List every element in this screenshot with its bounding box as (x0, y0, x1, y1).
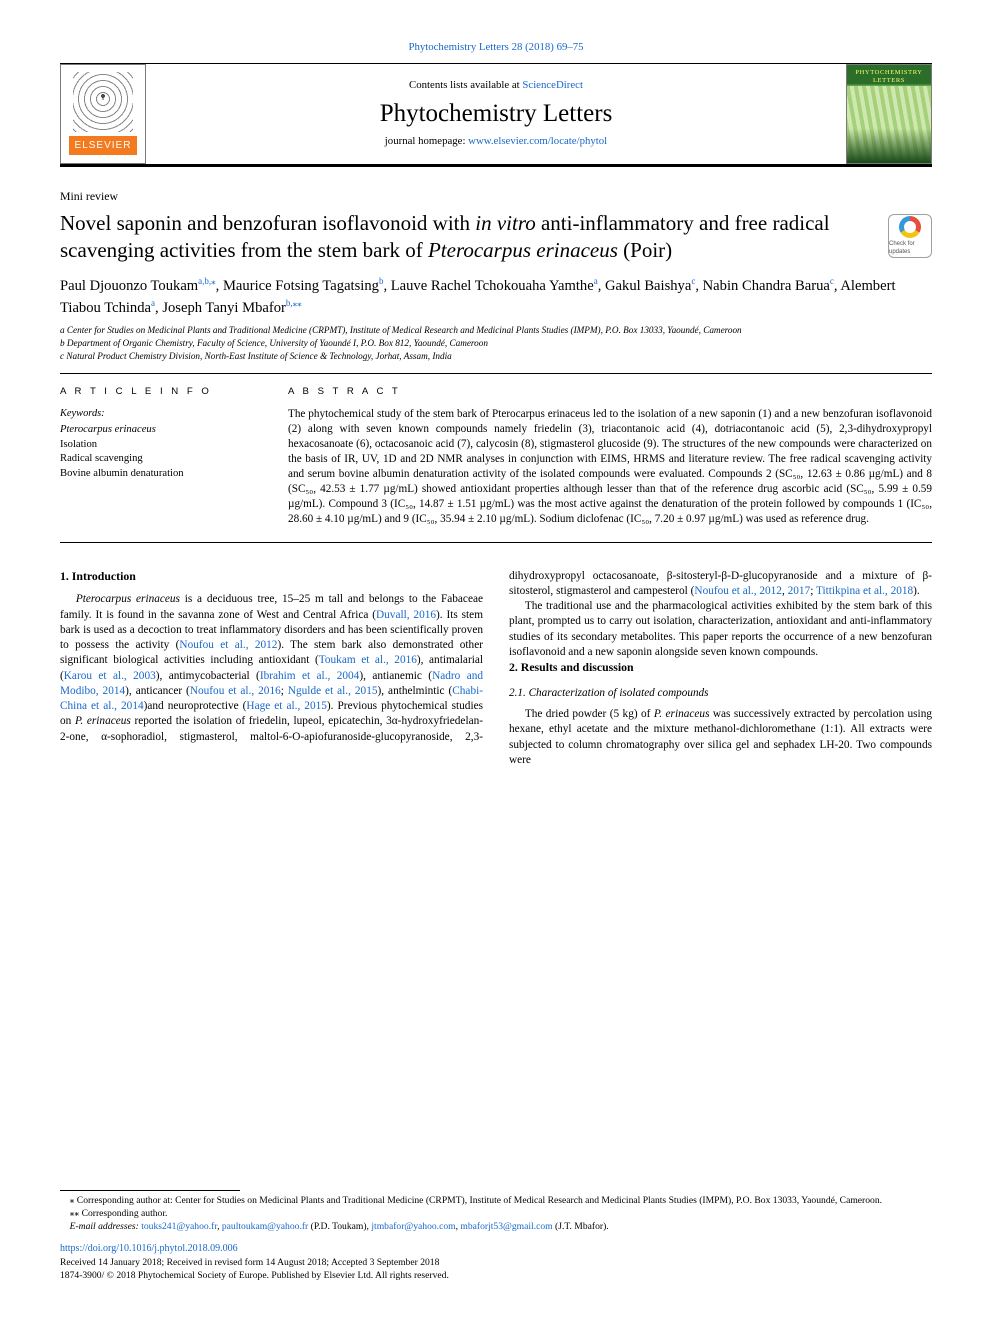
affiliation-b: b Department of Organic Chemistry, Facul… (60, 337, 932, 350)
journal-cover-thumbnail[interactable]: PHYTOCHEMISTRY LETTERS (846, 64, 932, 164)
crossmark-label: Check for updates (889, 240, 931, 256)
affiliation-a: a Center for Studies on Medicinal Plants… (60, 324, 932, 337)
journal-homepage-link[interactable]: www.elsevier.com/locate/phytol (468, 135, 607, 147)
publisher-name: ELSEVIER (69, 136, 138, 156)
divider (60, 373, 932, 374)
author-list: Paul Djouonzo Toukama,b,⁎, Maurice Fotsi… (60, 275, 932, 318)
copyright-line: 1874-3900/ © 2018 Phytochemical Society … (60, 1270, 932, 1283)
journal-issue-link[interactable]: Phytochemistry Letters 28 (2018) 69–75 (60, 40, 932, 55)
footnotes: ⁎ Corresponding author at: Center for St… (60, 1190, 932, 1283)
keyword: Pterocarpus erinaceus (60, 423, 262, 438)
crossmark-icon (899, 216, 921, 238)
received-dates: Received 14 January 2018; Received in re… (60, 1257, 932, 1270)
contents-line: Contents lists available at ScienceDirec… (146, 78, 846, 93)
article-info-label: A R T I C L E I N F O (60, 386, 262, 399)
elsevier-tree-icon (73, 72, 133, 132)
article-type: Mini review (60, 189, 932, 205)
cover-title: PHYTOCHEMISTRY LETTERS (847, 69, 931, 87)
intro-paragraph-2: The traditional use and the pharmacologi… (509, 599, 932, 660)
cover-image-icon (847, 86, 931, 162)
emails[interactable]: touks241@yahoo.fr, paultoukam@yahoo.fr (… (141, 1221, 608, 1232)
contents-prefix: Contents lists available at (409, 79, 522, 91)
body-columns: 1. Introduction Pterocarpus erinaceus is… (60, 569, 932, 769)
banner-center: Contents lists available at ScienceDirec… (146, 64, 846, 164)
affiliations: a Center for Studies on Medicinal Plants… (60, 324, 932, 363)
journal-name: Phytochemistry Letters (146, 97, 846, 131)
corresponding-author-1: ⁎ Corresponding author at: Center for St… (60, 1195, 932, 1208)
abstract-label: A B S T R A C T (288, 386, 932, 399)
journal-banner: ELSEVIER Contents lists available at Sci… (60, 63, 932, 167)
results-paragraph: The dried powder (5 kg) of P. erinaceus … (509, 707, 932, 768)
doi-link[interactable]: https://doi.org/10.1016/j.phytol.2018.09… (60, 1242, 932, 1256)
sciencedirect-link[interactable]: ScienceDirect (522, 79, 583, 91)
homepage-line: journal homepage: www.elsevier.com/locat… (146, 134, 846, 149)
article-info-column: A R T I C L E I N F O Keywords: Pterocar… (60, 386, 262, 528)
results-heading: 2. Results and discussion (509, 660, 932, 676)
article-title: Novel saponin and benzofuran isoflavonoi… (60, 210, 876, 263)
homepage-prefix: journal homepage: (385, 135, 468, 147)
emails-label: E-mail addresses: (70, 1221, 139, 1232)
affiliation-c: c Natural Product Chemistry Division, No… (60, 350, 932, 363)
publisher-logo[interactable]: ELSEVIER (60, 64, 146, 164)
intro-heading: 1. Introduction (60, 569, 483, 585)
crossmark-button[interactable]: Check for updates (888, 214, 932, 258)
email-line: E-mail addresses: touks241@yahoo.fr, pau… (60, 1221, 932, 1234)
results-subheading: 2.1. Characterization of isolated compou… (509, 686, 932, 701)
keywords-heading: Keywords: (60, 407, 262, 421)
keyword: Radical scavenging (60, 452, 262, 467)
footnote-rule (60, 1190, 240, 1191)
keyword: Bovine albumin denaturation (60, 467, 262, 482)
keyword: Isolation (60, 438, 262, 453)
corresponding-author-2: ⁎⁎ Corresponding author. (60, 1208, 932, 1221)
abstract-column: A B S T R A C T The phytochemical study … (288, 386, 932, 528)
abstract-text: The phytochemical study of the stem bark… (288, 407, 932, 528)
